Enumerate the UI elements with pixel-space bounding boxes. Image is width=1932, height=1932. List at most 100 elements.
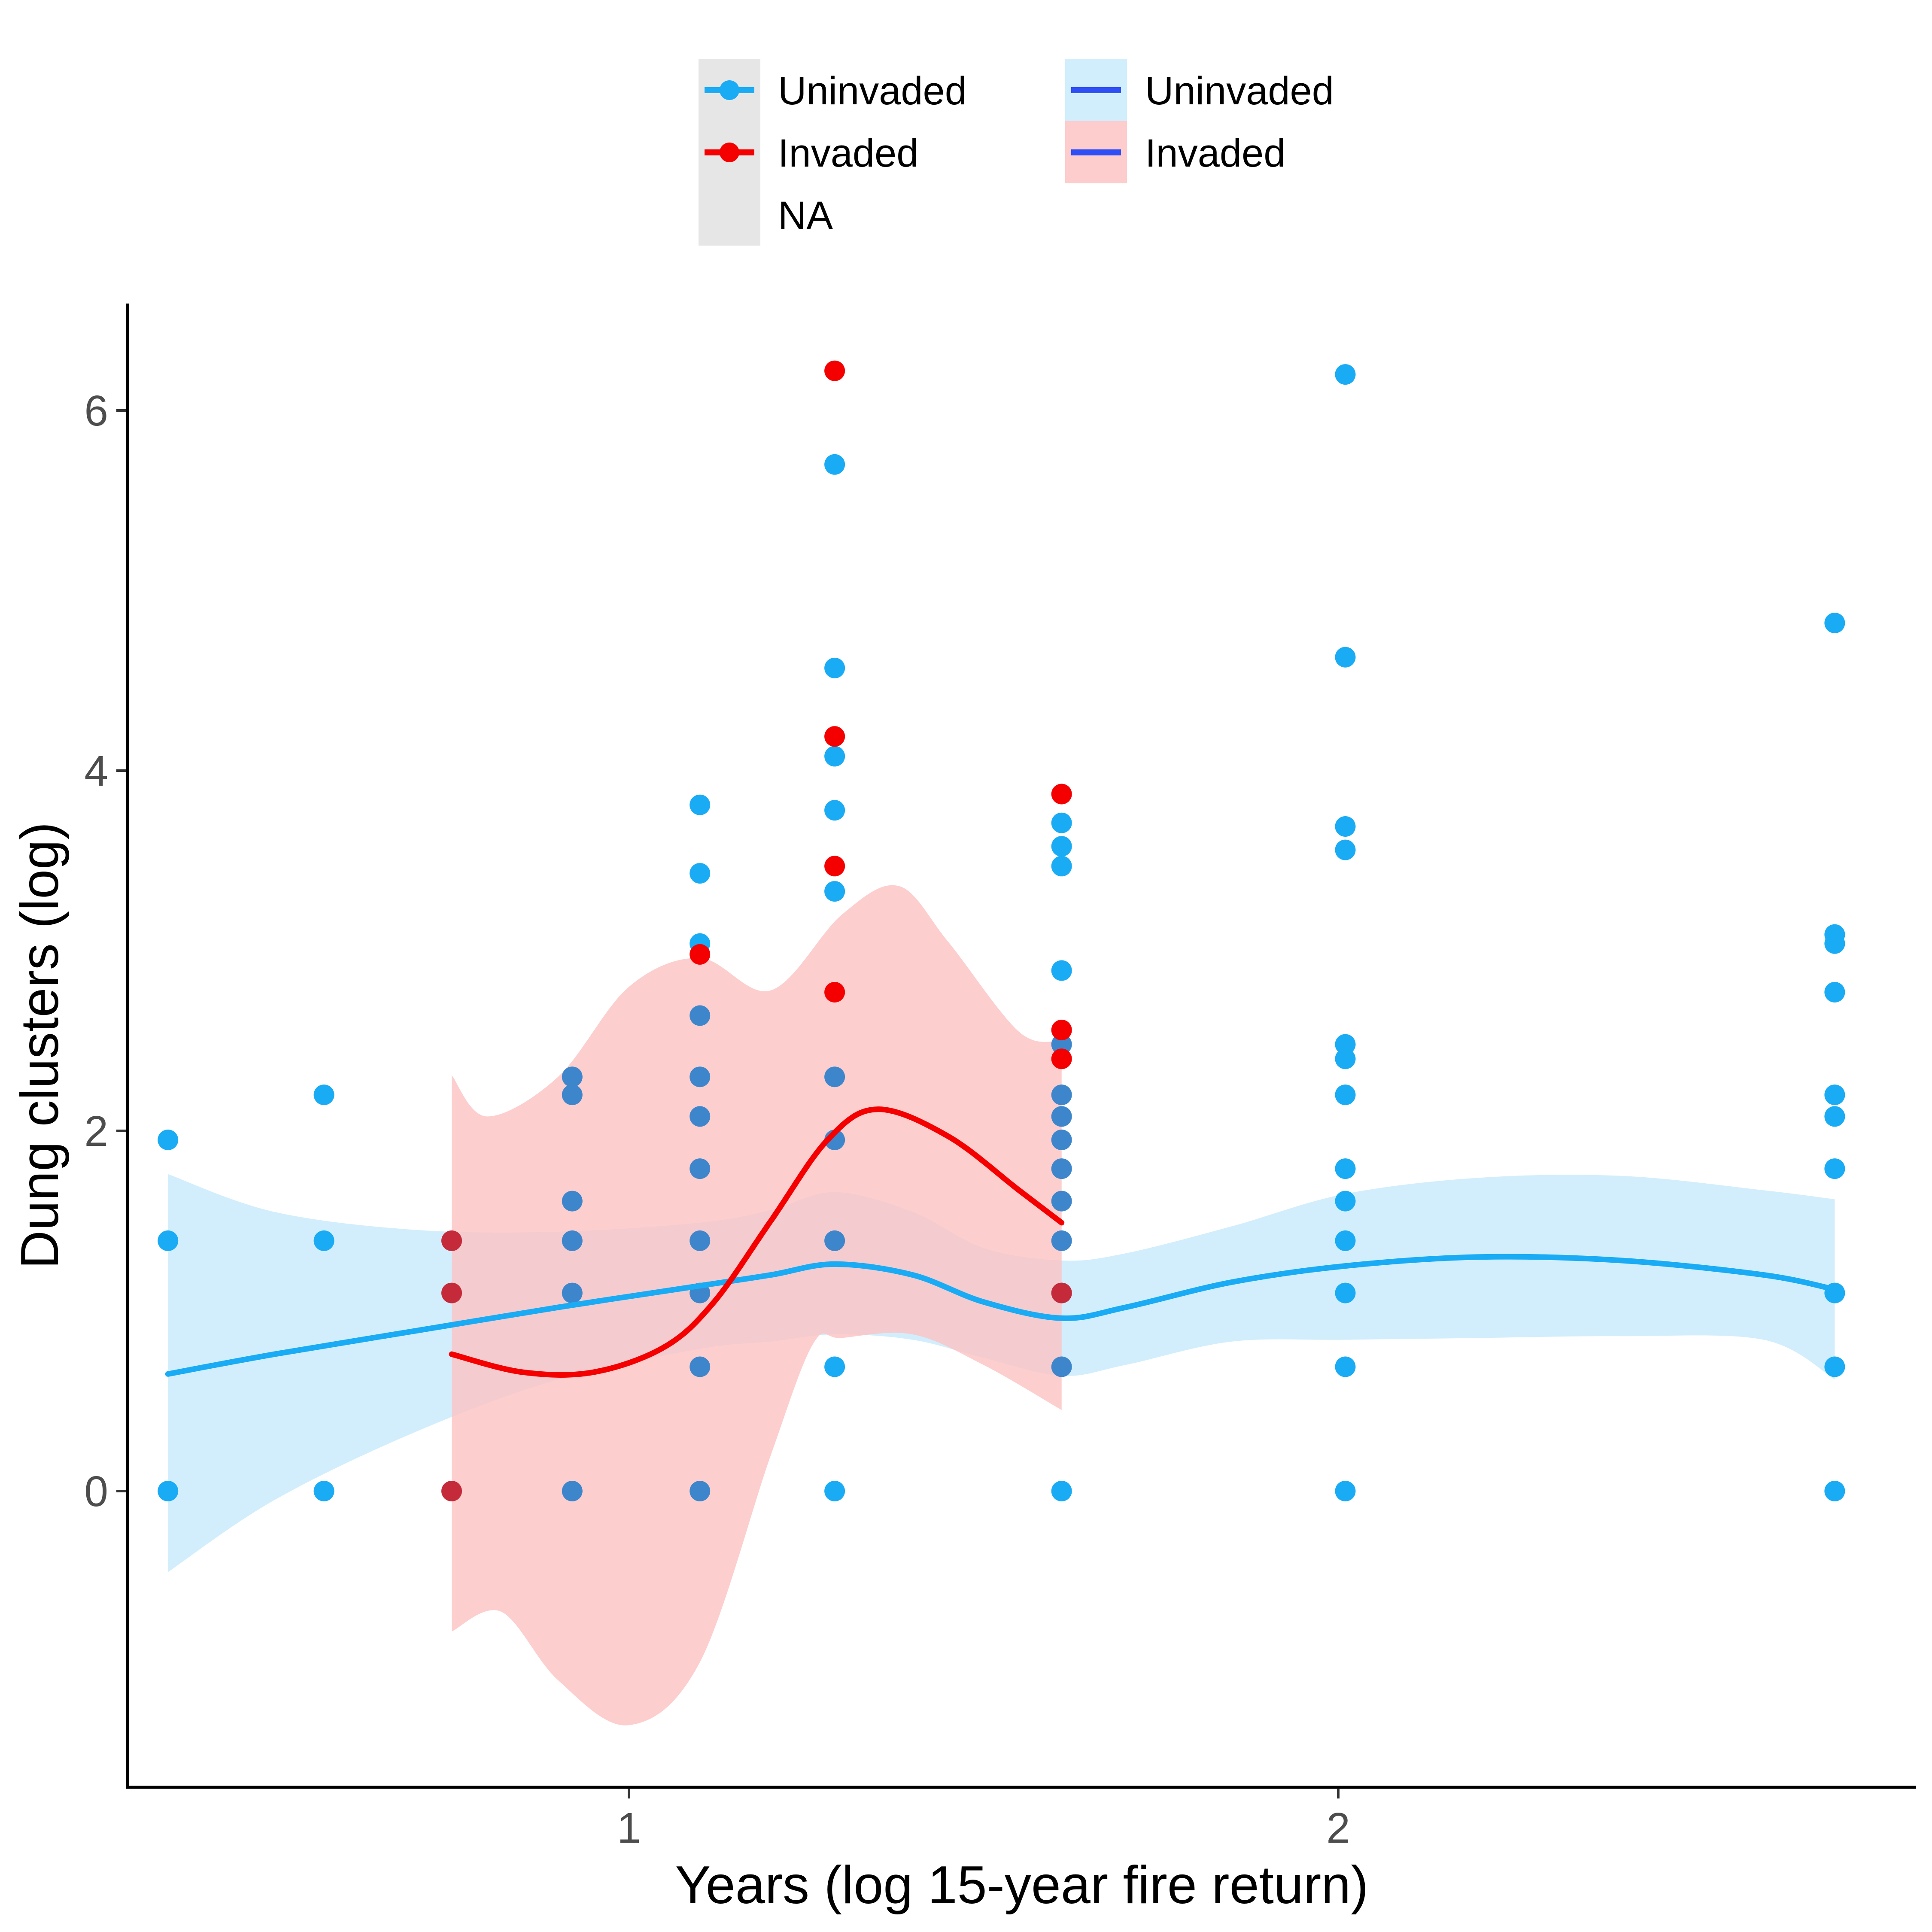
y-axis-ticks: 0 2 4 6	[84, 387, 126, 1516]
uninvaded-point-12	[690, 794, 711, 815]
uninvaded-point-59	[1335, 1481, 1356, 1501]
legend-label-invaded: Invaded	[778, 131, 918, 175]
smooth-lines	[165, 1106, 1838, 1378]
uninvaded-point-22	[690, 1481, 711, 1501]
x-tick-label-1: 2	[1326, 1804, 1350, 1852]
uninvaded-point-35	[1051, 856, 1072, 877]
uninvaded-point-63	[1824, 982, 1845, 1002]
uninvaded-point-21	[690, 1356, 711, 1377]
uninvaded-point-32	[824, 1481, 845, 1501]
uninvaded-point-34	[1051, 836, 1072, 857]
uninvaded-point-52	[1335, 1048, 1356, 1069]
legend-uninvaded-point-swatch	[720, 80, 739, 100]
uninvaded-point-39	[1051, 1106, 1072, 1127]
uninvaded-point-65	[1824, 1106, 1845, 1127]
legend-label-uninvaded-smooth: Uninvaded	[1145, 69, 1334, 113]
uninvaded-point-13	[690, 863, 711, 884]
uninvaded-point-43	[1051, 1230, 1072, 1251]
uninvaded-point-47	[1335, 364, 1356, 385]
uninvaded-point-51	[1335, 1034, 1356, 1055]
uninvaded-point-28	[824, 1066, 845, 1088]
uninvaded-point-15	[690, 1005, 711, 1026]
uninvaded-point-64	[1824, 1084, 1845, 1106]
invaded-point-0	[441, 1230, 462, 1251]
legend-label-na: NA	[778, 194, 833, 237]
invaded-point-7	[824, 982, 845, 1002]
uninvaded-point-54	[1335, 1158, 1356, 1179]
data-points	[158, 360, 1845, 1501]
uninvaded-point-42	[1051, 1191, 1072, 1212]
uninvaded-point-3	[313, 1084, 334, 1106]
uninvaded-point-11	[562, 1481, 583, 1501]
invaded-point-6	[824, 856, 845, 877]
uninvaded-point-68	[1824, 1356, 1845, 1377]
legend-label-uninvaded: Uninvaded	[778, 69, 967, 113]
uninvaded-point-60	[1824, 613, 1845, 633]
uninvaded-point-9	[562, 1230, 583, 1251]
confidence-bands	[168, 885, 1835, 1725]
uninvaded-point-66	[1824, 1158, 1845, 1179]
legend-label-invaded-smooth: Invaded	[1145, 131, 1285, 175]
uninvaded-point-57	[1335, 1282, 1356, 1303]
invaded-point-2	[441, 1481, 462, 1501]
uninvaded-point-18	[690, 1158, 711, 1179]
invaded-point-9	[1051, 1020, 1072, 1041]
invaded-point-1	[441, 1282, 462, 1303]
invaded-point-4	[824, 360, 845, 381]
uninvaded-point-49	[1335, 816, 1356, 837]
invaded-point-11	[1051, 1282, 1072, 1303]
uninvaded-point-56	[1335, 1230, 1356, 1251]
uninvaded-point-10	[562, 1282, 583, 1303]
uninvaded-point-69	[1824, 1481, 1845, 1501]
uninvaded-point-45	[1051, 1356, 1072, 1377]
uninvaded-point-36	[1051, 960, 1072, 981]
uninvaded-point-46	[1051, 1481, 1072, 1501]
plot-area	[158, 360, 1845, 1725]
uninvaded-point-33	[1051, 812, 1072, 833]
uninvaded-point-38	[1051, 1084, 1072, 1106]
uninvaded-point-19	[690, 1230, 711, 1251]
invaded-point-8	[1051, 784, 1072, 805]
y-tick-label-0: 0	[84, 1467, 108, 1516]
uninvaded-point-50	[1335, 839, 1356, 860]
legend: Uninvaded Invaded NA Uninvaded Invaded	[699, 59, 1334, 246]
x-tick-label-0: 1	[617, 1804, 641, 1852]
uninvaded-point-30	[824, 1230, 845, 1251]
uninvaded-point-37	[1051, 1034, 1072, 1055]
uninvaded-point-41	[1051, 1158, 1072, 1179]
invaded-point-5	[824, 726, 845, 747]
y-axis-title: Dung clusters (log)	[10, 822, 70, 1269]
uninvaded-point-31	[824, 1356, 845, 1377]
legend-invaded-point-swatch	[720, 143, 739, 162]
uninvaded-smooth-line	[165, 1254, 1838, 1377]
invaded-point-3	[690, 944, 711, 965]
invaded-smooth-line	[449, 1106, 1065, 1378]
uninvaded-point-7	[562, 1084, 583, 1106]
uninvaded-point-48	[1335, 647, 1356, 668]
y-tick-label-3: 6	[84, 387, 108, 435]
uninvaded-point-16	[690, 1066, 711, 1088]
uninvaded-point-5	[313, 1481, 334, 1501]
y-tick-label-2: 4	[84, 747, 108, 795]
uninvaded-point-24	[824, 657, 845, 678]
uninvaded-point-0	[158, 1130, 179, 1150]
x-axis-title: Years (log 15-year fire return)	[675, 1856, 1368, 1915]
uninvaded-point-58	[1335, 1356, 1356, 1377]
uninvaded-point-8	[562, 1191, 583, 1212]
uninvaded-point-17	[690, 1106, 711, 1127]
uninvaded-point-1	[158, 1230, 179, 1251]
uninvaded-point-4	[313, 1230, 334, 1251]
uninvaded-point-40	[1051, 1130, 1072, 1150]
uninvaded-point-27	[824, 881, 845, 902]
uninvaded-point-62	[1824, 933, 1845, 954]
invaded-point-10	[1051, 1048, 1072, 1069]
uninvaded-point-2	[158, 1481, 179, 1501]
uninvaded-point-26	[824, 800, 845, 821]
uninvaded-point-6	[562, 1066, 583, 1088]
invaded-confidence-band	[452, 885, 1062, 1725]
uninvaded-point-23	[824, 454, 845, 475]
uninvaded-point-53	[1335, 1084, 1356, 1106]
